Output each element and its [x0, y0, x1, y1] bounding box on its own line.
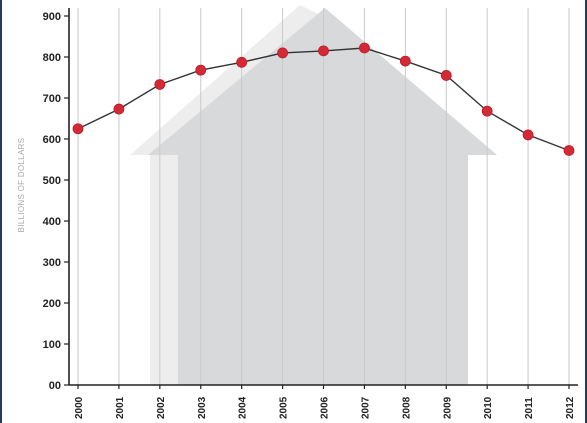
y-tick-label-7: 700: [43, 93, 61, 105]
y-tick-label-1: 100: [43, 339, 61, 351]
x-tick-label-5: 2005: [279, 396, 290, 419]
x-tick-label-10: 2010: [483, 396, 494, 419]
data-point-2008: [399, 55, 411, 67]
y-tick-label-4: 400: [43, 216, 61, 228]
y-axis-ticks: 00 100 200 300 400 500 600 700 800 900: [43, 11, 69, 392]
y-axis-label: BILLIONS OF DOLLARS: [17, 138, 26, 233]
y-tick-label-8: 800: [43, 52, 61, 64]
x-tick-label-1: 2001: [115, 396, 126, 419]
arrow-body: [148, 8, 497, 385]
x-tick-label-8: 2008: [401, 396, 412, 419]
x-tick-label-11: 2011: [524, 397, 535, 419]
data-point-2006: [318, 45, 329, 57]
frame-right-edge: [585, 0, 587, 423]
x-tick-label-3: 2003: [197, 396, 208, 419]
vertical-gridlines: [77, 8, 570, 385]
y-tick-label-9: 900: [43, 11, 61, 23]
y-tick-label-5: 500: [43, 175, 61, 187]
frame-left-edge: [0, 0, 2, 423]
x-tick-label-9: 2009: [442, 396, 453, 419]
data-point-2002: [154, 79, 166, 90]
x-tick-label-12: 2012: [565, 396, 576, 419]
data-point-2004: [236, 56, 248, 68]
data-point-2012: [563, 145, 575, 156]
data-point-2011: [522, 129, 534, 141]
x-tick-label-0: 2000: [74, 396, 85, 419]
data-point-2007: [359, 42, 370, 54]
x-axis-ticks: 2000 2001 2002 2003 2004 2005 2006 2007 2008 2009…: [74, 385, 576, 419]
x-tick-label-7: 2007: [360, 396, 371, 419]
arrow-highlight: [130, 5, 330, 385]
y-tick-label-0: 00: [49, 380, 61, 392]
y-tick-label-3: 300: [43, 257, 61, 269]
data-point-2000: [72, 123, 84, 135]
data-point-2005: [277, 47, 288, 59]
data-point-2001: [113, 103, 125, 115]
x-tick-label-4: 2004: [238, 396, 249, 419]
data-point-2010: [481, 105, 493, 117]
data-point-2009: [440, 70, 452, 81]
x-tick-label-2: 2002: [156, 396, 167, 419]
y-tick-label-6: 600: [43, 134, 61, 146]
data-point-2003: [195, 64, 207, 76]
data-points: [72, 42, 575, 156]
y-tick-label-2: 200: [43, 298, 61, 310]
x-tick-label-6: 2006: [320, 396, 331, 419]
background-arrow: [130, 5, 497, 385]
